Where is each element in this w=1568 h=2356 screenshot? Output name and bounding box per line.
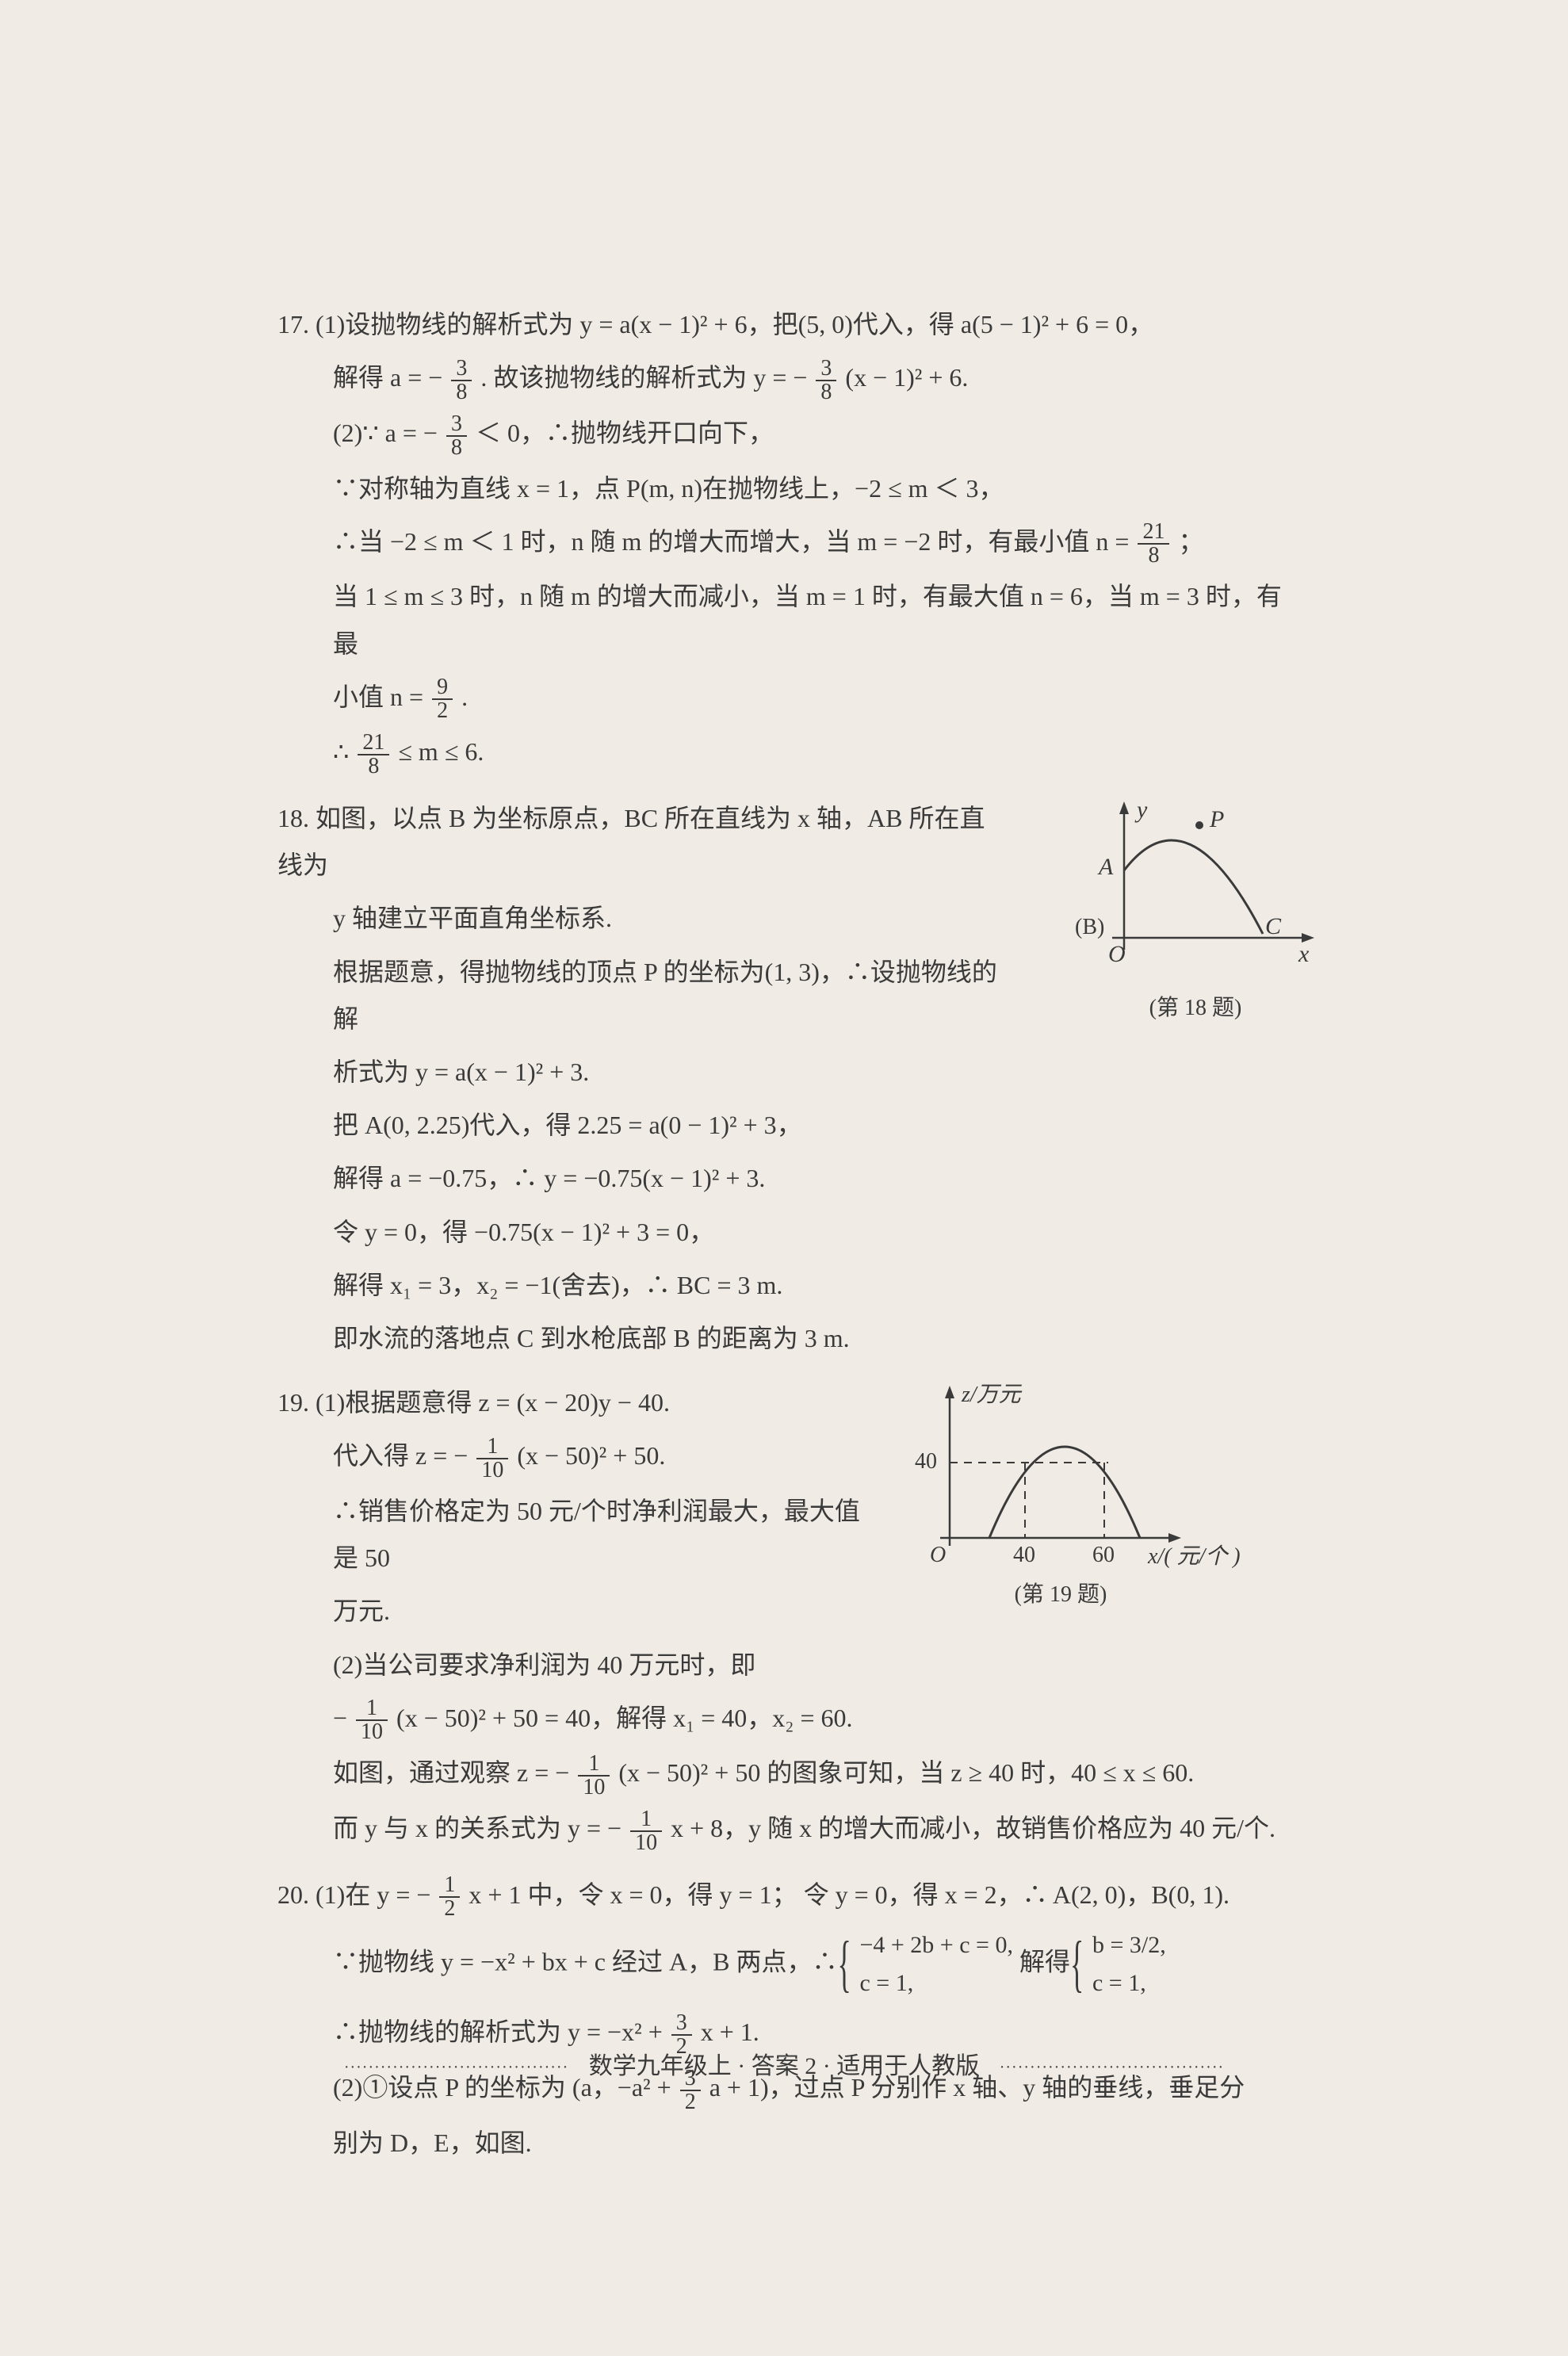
fraction: 38 <box>446 413 467 459</box>
text: 如图，通过观察 z = − <box>333 1758 576 1787</box>
text: ∴ <box>333 737 355 766</box>
figure-18-caption: (第 18 题) <box>1069 988 1322 1029</box>
p17-line8: ∴ 218 ≤ m ≤ 6. <box>277 729 1298 778</box>
problem-19: 19. (1)根据题意得 z = (x − 20)y − 40. 代入得 z =… <box>277 1379 1298 1854</box>
label-40y: 40 <box>915 1449 937 1474</box>
figure-19-caption: (第 19 题) <box>862 1574 1259 1616</box>
p17-line2: 解得 a = − 38 . 故该抛物线的解析式为 y = − 38 (x − 1… <box>277 354 1298 404</box>
p19-line2: 代入得 z = − 110 (x − 50)² + 50. <box>277 1432 880 1482</box>
fraction: 218 <box>1138 521 1169 567</box>
text: (x − 50)² + 50. <box>517 1441 665 1470</box>
p17-line5: ∴当 −2 ≤ m ＜ 1 时，n 随 m 的增大而增大，当 m = −2 时，… <box>277 518 1298 568</box>
p19-line1: 19. (1)根据题意得 z = (x − 20)y − 40. <box>277 1379 880 1426</box>
problem-20: 20. (1)在 y = − 12 x + 1 中，令 x = 0，得 y = … <box>277 1872 1298 2167</box>
p17-line1: 17. (1)设抛物线的解析式为 y = a(x − 1)² + 6，把(5, … <box>277 301 1298 348</box>
p17-line3: (2)∵ a = − 38 ＜ 0，∴抛物线开口向下， <box>277 410 1298 459</box>
figure-18-svg: y P A (B) O C x <box>1069 795 1322 985</box>
p18-line1: 18. 如图，以点 B 为坐标原点，BC 所在直线为 x 轴，AB 所在直线为 <box>277 795 1007 889</box>
label-A: A <box>1097 854 1114 880</box>
label-C: C <box>1265 913 1282 939</box>
eq: b = 3/2, <box>1092 1926 1166 1964</box>
problem-18: 18. 如图，以点 B 为坐标原点，BC 所在直线为 x 轴，AB 所在直线为 … <box>277 795 1298 1362</box>
page-content: 17. (1)设抛物线的解析式为 y = a(x − 1)² + 6，把(5, … <box>0 0 1568 2279</box>
label-60x: 60 <box>1092 1543 1115 1567</box>
text: ∴抛物线的解析式为 y = −x² + <box>333 2018 669 2046</box>
p19-line7: 如图，通过观察 z = − 110 (x − 50)² + 50 的图象可知，当… <box>277 1750 1298 1799</box>
text: ∴当 −2 ≤ m ＜ 1 时，n 随 m 的增大而增大，当 m = −2 时，… <box>333 527 1135 556</box>
label-O: O <box>1108 941 1126 967</box>
fraction: 218 <box>358 732 389 778</box>
p17-line7: 小值 n = 92 . <box>277 674 1298 723</box>
label-40x: 40 <box>1013 1543 1035 1567</box>
text: . <box>461 683 468 711</box>
fraction: 110 <box>476 1436 508 1482</box>
label-y: y <box>1134 797 1148 823</box>
page-footer: ····································· 数学… <box>0 2046 1568 2081</box>
p18-line6: 解得 a = −0.75，∴ y = −0.75(x − 1)² + 3. <box>277 1155 1007 1202</box>
p20-line2: ∵抛物线 y = −x² + bx + c 经过 A，B 两点，∴ −4 + 2… <box>277 1926 1298 2002</box>
fraction: 110 <box>630 1808 662 1854</box>
eq: c = 1, <box>859 1964 1013 2002</box>
fraction: 110 <box>356 1697 388 1743</box>
label-x: x <box>1298 941 1310 967</box>
p19-line8: 而 y 与 x 的关系式为 y = − 110 x + 8，y 随 x 的增大而… <box>277 1805 1298 1854</box>
text: . 故该抛物线的解析式为 y = − <box>480 363 813 392</box>
p18-line3: 根据题意，得抛物线的顶点 P 的坐标为(1, 3)，∴设抛物线的解 <box>277 949 1007 1042</box>
text: 代入得 z = − <box>333 1441 474 1470</box>
text: (x − 50)² + 50 的图象可知，当 z ≥ 40 时，40 ≤ x ≤… <box>618 1758 1194 1787</box>
problem-17: 17. (1)设抛物线的解析式为 y = a(x − 1)² + 6，把(5, … <box>277 301 1298 778</box>
text: x + 1 中，令 x = 0，得 y = 1； 令 y = 0，得 x = 2… <box>468 1880 1230 1909</box>
text: (2)∵ a = − <box>333 419 444 447</box>
eq: c = 1, <box>1092 1964 1166 2002</box>
p19-line3: ∴销售价格定为 50 元/个时净利润最大，最大值是 50 <box>277 1488 880 1582</box>
text: x + 8，y 随 x 的增大而减小，故销售价格应为 40 元/个. <box>671 1814 1275 1842</box>
text: (x − 50)² + 50 = 40，解得 x₁ = 40，x₂ = 60. <box>396 1704 852 1732</box>
text: 20. (1)在 y = − <box>277 1880 437 1909</box>
p17-line4: ∵对称轴为直线 x = 1，点 P(m, n)在抛物线上，−2 ≤ m ＜ 3， <box>277 465 1298 512</box>
p17-line6: 当 1 ≤ m ≤ 3 时，n 随 m 的增大而减小，当 m = 1 时，有最大… <box>277 573 1298 667</box>
text: x + 1. <box>701 2018 759 2046</box>
footer-text: 数学九年级上 · 答案 2 · 适用于人教版 <box>575 2046 993 2081</box>
label-P: P <box>1209 806 1224 832</box>
footer-dots-left: ····································· <box>344 2059 568 2077</box>
p19-line4: 万元. <box>277 1588 880 1635</box>
label-z: z/万元 <box>961 1383 1023 1407</box>
text: ∵抛物线 y = −x² + bx + c 经过 A，B 两点，∴ <box>333 1948 843 1976</box>
p20-line5: 别为 D，E，如图. <box>277 2120 1298 2167</box>
fraction: 38 <box>816 358 836 404</box>
footer-dots-right: ····································· <box>1000 2059 1224 2077</box>
text: ＜ 0，∴抛物线开口向下， <box>476 419 774 447</box>
p18-line7: 令 y = 0，得 −0.75(x − 1)² + 3 = 0， <box>277 1209 1298 1256</box>
text: 解得 <box>1019 1948 1077 1976</box>
label-x: x/( 元/个 ) <box>1147 1544 1241 1569</box>
text: (x − 1)² + 6. <box>845 363 968 392</box>
figure-18: y P A (B) O C x (第 18 题) <box>1069 795 1322 1017</box>
text: ； <box>1178 527 1203 556</box>
text: 小值 n = <box>333 683 430 711</box>
p19-line5: (2)当公司要求净利润为 40 万元时，即 <box>277 1642 880 1689</box>
eq: −4 + 2b + c = 0, <box>859 1926 1013 1964</box>
p19-line6: − 110 (x − 50)² + 50 = 40，解得 x₁ = 40，x₂ … <box>277 1695 1298 1744</box>
system-1: −4 + 2b + c = 0, c = 1, <box>843 1926 1013 2002</box>
fraction: 92 <box>432 676 453 722</box>
label-O: O <box>930 1543 946 1567</box>
p20-line1: 20. (1)在 y = − 12 x + 1 中，令 x = 0，得 y = … <box>277 1872 1298 1921</box>
figure-19-svg: z/万元 40 O 40 60 x/( 元/个 ) <box>886 1379 1283 1578</box>
text: 而 y 与 x 的关系式为 y = − <box>333 1814 628 1842</box>
fraction: 110 <box>578 1753 610 1799</box>
text: − <box>333 1704 354 1732</box>
figure-19: z/万元 40 O 40 60 x/( 元/个 ) (第 19 题) <box>886 1379 1283 1578</box>
system-2: b = 3/2, c = 1, <box>1077 1926 1166 2002</box>
fraction: 12 <box>439 1874 460 1920</box>
text: ≤ m ≤ 6. <box>398 737 484 766</box>
label-B: (B) <box>1075 915 1104 939</box>
p18-line8: 解得 x₁ = 3，x₂ = −1(舍去)，∴ BC = 3 m. <box>277 1262 1298 1309</box>
p18-line9: 即水流的落地点 C 到水枪底部 B 的距离为 3 m. <box>277 1315 1298 1362</box>
p18-line5: 把 A(0, 2.25)代入，得 2.25 = a(0 − 1)² + 3， <box>277 1102 1007 1149</box>
p18-line4: 析式为 y = a(x − 1)² + 3. <box>277 1049 1007 1096</box>
text: 解得 a = − <box>333 363 449 392</box>
p18-line2: y 轴建立平面直角坐标系. <box>277 895 1007 942</box>
fraction: 38 <box>451 358 472 404</box>
